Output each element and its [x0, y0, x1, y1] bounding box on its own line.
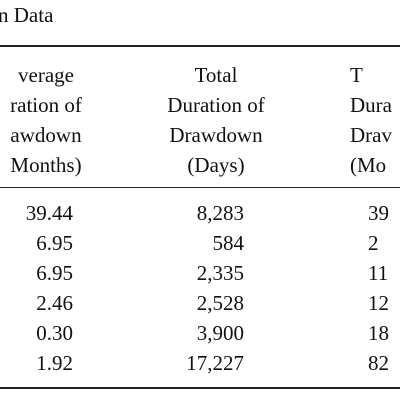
column-header-line: ration of	[10, 93, 82, 117]
table-cell: 12	[368, 291, 389, 315]
column-header-line: T	[350, 63, 363, 87]
table-cell: 2,335	[196, 261, 244, 285]
table-cell: 584	[212, 231, 245, 255]
table-cell: 11	[368, 261, 389, 285]
table-cell: 82	[368, 351, 389, 375]
column-header-line: Dura	[350, 93, 392, 117]
table-cell: 8,283	[196, 201, 244, 225]
table-cell: 2.46	[36, 291, 73, 315]
column-header-total-duration-months: T Dura Drav (Mo	[350, 60, 392, 180]
column-header-line: Duration of	[167, 93, 265, 117]
table-cell: 6.95	[36, 231, 73, 255]
table-cell: 17,227	[186, 351, 244, 375]
table-cell: 6.95	[36, 261, 73, 285]
table-cell: 2,528	[196, 291, 244, 315]
column-header-total-duration-days: Total Duration of Drawdown (Days)	[146, 60, 286, 180]
column-header-line: Drav	[350, 123, 392, 147]
table-top-rule	[0, 45, 400, 47]
table-bottom-rule	[0, 387, 400, 389]
column-header-line: (Mo	[350, 153, 387, 177]
column-header-line: Total	[194, 63, 238, 87]
table-cell: 1.92	[36, 351, 73, 375]
column-header-line: verage	[18, 63, 74, 87]
header-divider-rule	[0, 187, 400, 189]
column-header-line: Months)	[10, 153, 82, 177]
table-cell: 2	[368, 231, 379, 255]
table-cell: 0.30	[36, 321, 73, 345]
table-cell: 39	[368, 201, 389, 225]
column-header-line: awdown	[10, 123, 82, 147]
table-cell: 3,900	[196, 321, 244, 345]
table-cell: 18	[368, 321, 389, 345]
column-header-average-duration-months: verage ration of awdown Months)	[0, 60, 116, 180]
column-header-line: (Days)	[187, 153, 245, 177]
column-header-line: Drawdown	[169, 123, 263, 147]
table-cell: 39.44	[25, 201, 73, 225]
table-title: n Data	[0, 3, 54, 27]
